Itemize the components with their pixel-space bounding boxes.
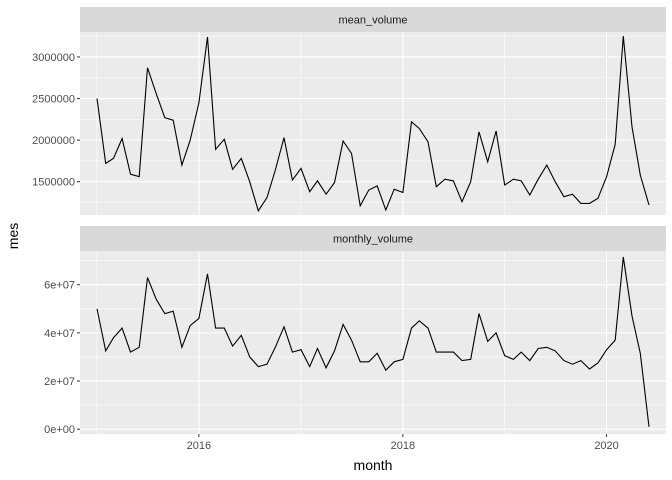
y-tick-label: 4e+07: [44, 328, 75, 340]
x-tick-labels: 2016 2018 2020: [187, 440, 619, 452]
strip-background-monthly-volume: [80, 226, 666, 251]
gridlines-mean-volume: [80, 32, 666, 215]
y-tick-label: 2500000: [32, 94, 75, 106]
y-tick-marks-monthly-volume: [77, 284, 80, 430]
series-line-monthly-volume: [96, 256, 650, 427]
strip-label-mean-volume: mean_volume: [338, 15, 407, 27]
x-axis-title: month: [354, 457, 393, 473]
facet-panel-mean-volume: mean_volume 1500000 2000000 2500000 3000000: [32, 7, 666, 215]
x-tick-label: 2018: [391, 440, 415, 452]
panel-background-monthly-volume: [80, 251, 666, 434]
x-tick-label: 2020: [594, 440, 618, 452]
gridlines-monthly-volume: [80, 251, 666, 434]
strip-label-monthly-volume: monthly_volume: [333, 234, 413, 246]
y-tick-label: 2e+07: [44, 376, 75, 388]
y-tick-label: 2000000: [32, 135, 75, 147]
y-tick-marks-mean-volume: [77, 56, 80, 183]
y-tick-labels-mean-volume: 1500000 2000000 2500000 3000000: [32, 52, 75, 189]
series-line-mean-volume: [96, 36, 650, 213]
strip-background-mean-volume: [80, 7, 666, 32]
y-axis-title: mes: [5, 223, 21, 249]
y-tick-label: 6e+07: [44, 280, 75, 292]
panel-background-mean-volume: [80, 32, 666, 215]
y-tick-label: 0e+00: [44, 424, 75, 436]
x-tick-marks: [198, 434, 608, 437]
y-tick-labels-monthly-volume: 0e+00 2e+07 4e+07 6e+07: [44, 280, 75, 436]
y-tick-label: 3000000: [32, 52, 75, 64]
x-tick-label: 2016: [187, 440, 211, 452]
y-tick-label: 1500000: [32, 177, 75, 189]
facet-panel-monthly-volume: monthly_volume 0e+00 2e+07 4e+07 6e+07: [44, 226, 666, 436]
